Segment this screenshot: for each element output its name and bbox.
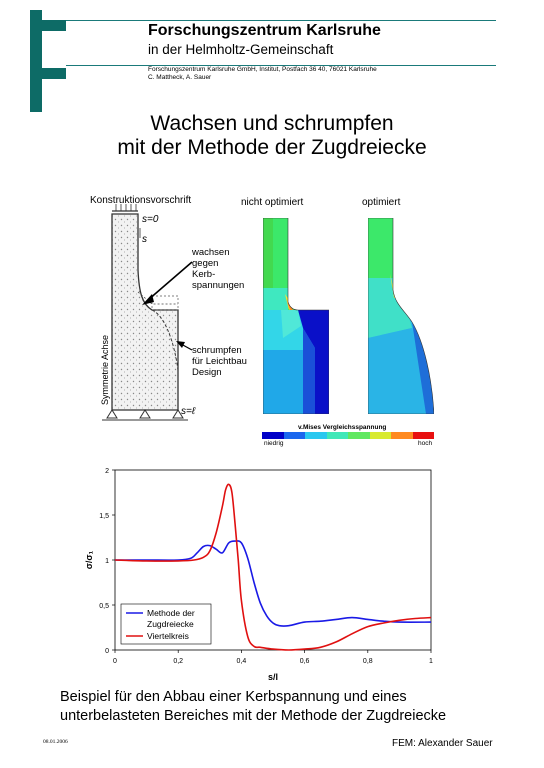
supports <box>102 409 188 421</box>
scale-segment <box>348 432 370 439</box>
s0-label: s=0 <box>142 214 159 225</box>
scale-segment <box>283 432 305 439</box>
grow-annotation: wachsen gegen Kerb-spannungen <box>192 247 245 291</box>
footer-author: FEM: Alexander Sauer <box>392 738 493 749</box>
load-arrows <box>115 204 137 211</box>
legend-label-0a: Methode der <box>147 608 195 618</box>
y-tick-label: 0 <box>105 648 109 655</box>
legend-label-0b: Zugdreiecke <box>147 619 194 629</box>
shrink-annotation: schrumpfen für Leichtbau Design <box>192 345 247 378</box>
shrink-arrow <box>176 341 193 351</box>
x-axis-label: s/l <box>268 672 278 682</box>
header-rule-top <box>66 20 496 21</box>
caption-line-2: unterbelasteten Bereiches mit der Method… <box>60 708 447 724</box>
sl-label: s=ℓ <box>181 406 196 417</box>
legend-label-1: Viertelkreis <box>147 631 189 641</box>
scale-high-label: hoch <box>418 440 433 447</box>
scale-segment <box>305 432 327 439</box>
org-address: Forschungszentrum Karlsruhe GmbH, Instit… <box>148 66 377 73</box>
y-axis-label: σ/σ₁ <box>84 550 94 569</box>
stress-chart: 0 0,5 1 1,5 2 0 0,2 0,4 0,6 0,8 1 s/l σ/σ₁ Methode de… <box>84 468 433 682</box>
optimized-label: optimiert <box>362 197 401 208</box>
part-body <box>111 213 179 411</box>
color-scale <box>262 432 434 439</box>
x-tick-label: 0,8 <box>363 658 373 665</box>
caption-line-1: Beispiel für den Abbau einer Kerbspannun… <box>60 689 407 705</box>
scale-segment <box>391 432 413 439</box>
title-line-2: mit der Methode der Zugdreiecke <box>117 136 427 159</box>
scale-segment <box>326 432 348 439</box>
scale-title: v.Mises Vergleichsspannung <box>298 424 387 431</box>
x-tick-label: 1 <box>429 658 433 665</box>
logo-mid-arm <box>30 68 66 79</box>
scale-segment <box>412 432 434 439</box>
x-tick-label: 0 <box>113 658 117 665</box>
grow-arrow <box>142 261 193 305</box>
series-line-0 <box>115 540 432 627</box>
dashed-box <box>151 295 179 311</box>
y-tick-label: 0,5 <box>99 603 109 610</box>
org-subtitle: in der Helmholtz-Gemeinschaft <box>148 42 334 57</box>
scale-segment <box>262 432 284 439</box>
x-tick-label: 0,6 <box>300 658 310 665</box>
y-tick-label: 1,5 <box>99 513 109 520</box>
y-tick-label: 1 <box>105 558 109 565</box>
header-rule-mid <box>66 65 496 66</box>
construction-label: Konstruktionsvorschrift <box>90 195 192 206</box>
slide-title: Wachsen und schrumpfen mit der Methode d… <box>60 112 484 160</box>
scale-low-label: niedrig <box>264 440 284 447</box>
y-tick-label: 2 <box>105 468 109 475</box>
s-label: s <box>142 234 147 245</box>
logo-top-arm <box>30 20 66 31</box>
logo-vertical-bar <box>30 10 42 112</box>
x-tick-label: 0,2 <box>173 658 183 665</box>
title-line-1: Wachsen und schrumpfen <box>150 112 394 135</box>
org-name: Forschungszentrum Karlsruhe <box>148 22 381 39</box>
caption: Beispiel für den Abbau einer Kerbspannun… <box>60 688 530 726</box>
not-optimized-label: nicht optimiert <box>241 197 304 208</box>
legend-box <box>120 603 212 645</box>
scale-segment <box>369 432 391 439</box>
fem-optimized <box>368 218 434 414</box>
org-authors: C. Mattheck, A. Sauer <box>148 74 212 81</box>
footer-date: 08.01.2006 <box>43 739 68 745</box>
x-tick-label: 0,4 <box>237 658 247 665</box>
shrink-contour <box>151 309 179 371</box>
fem-not-optimized <box>263 218 329 414</box>
series-line-1 <box>114 483 432 651</box>
symmetry-axis-label: Symmetrie Achse <box>100 335 110 405</box>
construction-sketch: s=0 s s=ℓ Symmetrie Achse <box>100 204 196 421</box>
